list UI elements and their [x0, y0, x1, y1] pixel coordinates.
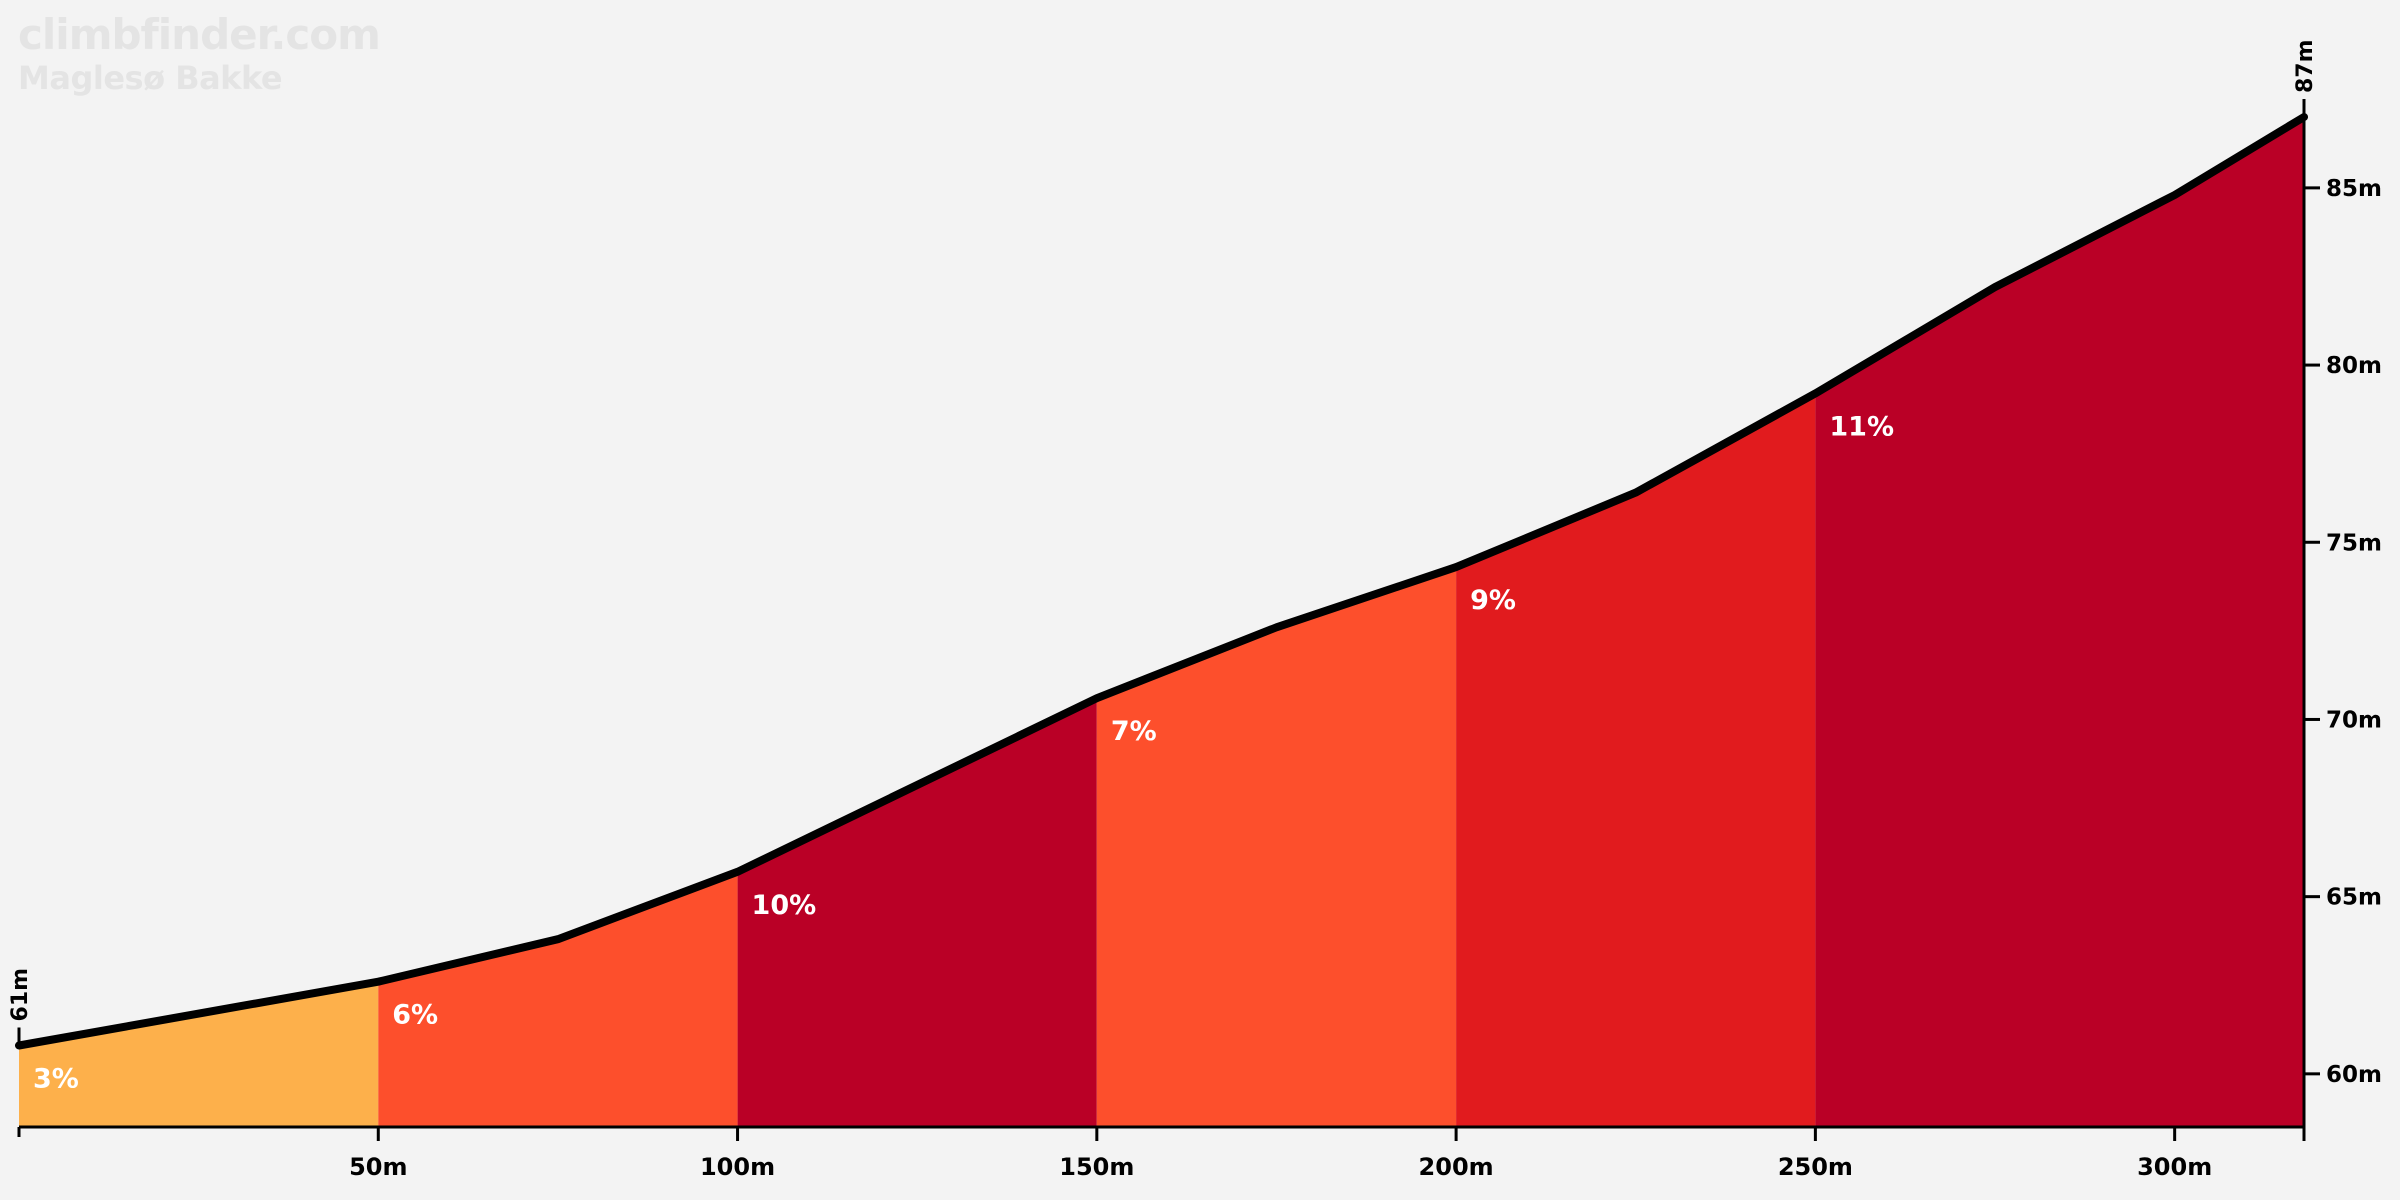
y-axis-tick-label: 60m: [2326, 1062, 2382, 1088]
x-axis-tick-label: 200m: [1419, 1153, 1494, 1181]
start-elevation-label: 61m: [8, 968, 33, 1022]
gradient-segment-6: [1815, 117, 2304, 1127]
y-axis-tick-label: 85m: [2326, 176, 2382, 202]
watermark: climbfinder.com Maglesø Bakke: [18, 10, 381, 97]
segment-gradient-label: 11%: [1829, 411, 1894, 442]
x-axis-tick-label: 100m: [700, 1153, 775, 1181]
gradient-segment-1: [19, 981, 379, 1127]
segment-gradient-label: 6%: [392, 1000, 438, 1031]
segment-gradient-label: 3%: [33, 1063, 79, 1094]
gradient-segment-2: [378, 871, 738, 1127]
x-axis-tick-label: 50m: [349, 1153, 407, 1181]
end-elevation-label: 87m: [2293, 39, 2318, 93]
y-axis-tick-label: 75m: [2326, 530, 2382, 556]
x-axis-tick-label: 150m: [1059, 1153, 1134, 1181]
segment-gradient-label: 9%: [1470, 585, 1516, 616]
x-axis-tick-label: 300m: [2137, 1153, 2212, 1181]
y-axis-tick-label: 65m: [2326, 885, 2382, 911]
gradient-segment-4: [1096, 567, 1457, 1127]
watermark-brand: climbfinder.com: [18, 10, 381, 59]
y-axis-tick-label: 70m: [2326, 707, 2382, 733]
x-axis-tick-label: 250m: [1778, 1153, 1853, 1181]
gradient-segment-5: [1456, 393, 1816, 1127]
elevation-profile-line: [15, 113, 2308, 1050]
gradient-segment-3: [737, 698, 1097, 1127]
segment-gradient-label: 10%: [752, 890, 817, 921]
y-axis-tick-label: 80m: [2326, 353, 2382, 379]
watermark-climb-name: Maglesø Bakke: [18, 59, 283, 97]
segment-gradient-label: 7%: [1111, 716, 1157, 747]
